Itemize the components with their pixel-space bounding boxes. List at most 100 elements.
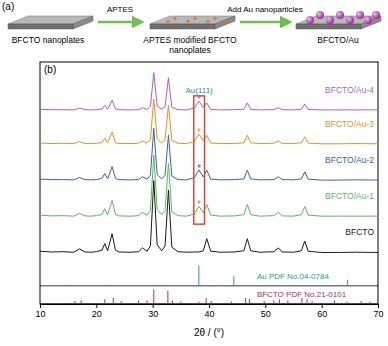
- plus-sign: [186, 20, 190, 24]
- x-tick-label: 20: [92, 309, 102, 319]
- reference-stick: [167, 291, 168, 304]
- peak-marker: *: [197, 163, 201, 174]
- reference-stick: [104, 299, 105, 304]
- nanoparticle: [316, 11, 324, 19]
- curve-label: BFCTO/Au-2: [325, 155, 374, 165]
- reference-stick: [198, 265, 199, 286]
- step-label-line: nanoplates: [169, 45, 211, 55]
- reference-stick: [233, 276, 234, 286]
- reference-stick: [153, 289, 154, 304]
- plate: [8, 16, 93, 29]
- x-tick-label: 70: [373, 309, 383, 319]
- plate-side: [215, 16, 235, 29]
- x-tick-mark: [378, 304, 379, 308]
- reference-stick: [113, 298, 114, 304]
- reference-stick: [347, 280, 348, 286]
- reference-stick: [279, 299, 280, 304]
- reference-stick: [198, 302, 199, 304]
- curve-label: BFCTO/Au-4: [325, 85, 374, 95]
- panel-b: Au(111)BFCTO*BFCTO/Au-1*BFCTO/Au-2*BFCTO…: [35, 62, 383, 338]
- nanoparticle: [356, 11, 364, 19]
- x-tick: 70: [373, 304, 383, 319]
- step-label: BFCTO/Au: [317, 35, 359, 45]
- x-axis-title: 2θ / (°): [194, 327, 224, 338]
- plot-frame: [40, 62, 378, 304]
- plus-sign: [193, 17, 197, 21]
- curve-label: BFCTO/Au-3: [325, 119, 374, 129]
- reference-stick: [264, 301, 265, 304]
- nanoparticle: [306, 16, 314, 24]
- reference-stick: [211, 301, 212, 304]
- plus-sign: [213, 17, 217, 21]
- nanoparticle: [364, 16, 372, 24]
- reference-baseline: [40, 304, 378, 305]
- arrow-label: Add Au nanoparticles: [227, 5, 303, 14]
- reference-stick: [74, 301, 75, 304]
- reference-stick: [347, 302, 348, 304]
- reference-stick: [361, 301, 362, 304]
- x-tick-mark: [153, 304, 154, 308]
- step-label-line: BFCTO nanoplates: [12, 35, 85, 45]
- xrd-curve: [40, 73, 378, 110]
- x-tick-label: 50: [261, 309, 271, 319]
- x-tick-label: 40: [204, 309, 214, 319]
- step-label: APTES modified BFCTOnanoplates: [143, 35, 237, 55]
- panel-label: (b): [44, 64, 56, 75]
- x-tick-mark: [209, 304, 210, 308]
- arrow: [98, 21, 142, 24]
- x-tick-mark: [265, 304, 266, 308]
- figure: (a)APTESAdd Au nanoparticlesBFCTO nanopl…: [0, 0, 388, 346]
- plate-side: [73, 16, 93, 29]
- plus-sign: [206, 20, 210, 24]
- plus-sign: [166, 20, 170, 24]
- highlight-box: [194, 96, 205, 224]
- x-tick: 30: [148, 304, 158, 319]
- reference-stick: [307, 299, 308, 304]
- reference-stick: [138, 300, 139, 304]
- x-tick: 10: [35, 304, 45, 319]
- peak-marker: *: [197, 94, 201, 105]
- reference-baseline: [40, 285, 378, 286]
- plate: [150, 16, 235, 29]
- reference-stick: [172, 300, 173, 304]
- reference-stick: [249, 299, 250, 304]
- nanoparticle: [336, 11, 344, 19]
- panel-label: (a): [2, 1, 14, 12]
- plate-front: [150, 24, 215, 29]
- reference-stick: [287, 300, 288, 304]
- x-tick: 60: [317, 304, 327, 319]
- nanoparticle: [326, 16, 334, 24]
- reference-stick: [273, 300, 274, 304]
- x-tick-mark: [96, 304, 97, 308]
- step-label-line: APTES modified BFCTO: [143, 35, 237, 45]
- nanoparticles: [306, 11, 380, 24]
- peak-marker: *: [197, 199, 201, 210]
- reference-stick: [370, 302, 371, 304]
- x-tick-mark: [40, 304, 41, 308]
- reference-stick: [245, 298, 246, 304]
- x-tick-label: 10: [35, 309, 45, 319]
- plus-sign: [223, 20, 227, 24]
- reference-stick: [147, 300, 148, 304]
- reference-label: BFCTO PDF No.21-0101: [257, 290, 347, 299]
- nanoparticle: [346, 16, 354, 24]
- reference-stick: [231, 302, 232, 304]
- panel-a: (a)APTESAdd Au nanoparticlesBFCTO nanopl…: [2, 1, 381, 55]
- step-label: BFCTO nanoplates: [12, 35, 85, 45]
- plus-signs: [166, 17, 227, 24]
- x-tick: 20: [92, 304, 102, 319]
- peak-marker: *: [197, 127, 201, 138]
- plot-marks: [40, 73, 378, 304]
- reference-label: Au PDF No.04-0784: [257, 272, 330, 281]
- xrd-curve: [40, 128, 378, 180]
- reference-stick: [312, 301, 313, 304]
- plot-texts: Au(111)BFCTO*BFCTO/Au-1*BFCTO/Au-2*BFCTO…: [44, 64, 374, 299]
- x-tick-mark: [322, 304, 323, 308]
- arrow: [240, 21, 290, 24]
- reference-stick: [121, 301, 122, 304]
- curve-label: BFCTO/Au-1: [325, 191, 374, 201]
- x-tick: 40: [204, 304, 214, 319]
- plus-sign: [173, 17, 177, 21]
- step-label-line: BFCTO/Au: [317, 35, 359, 45]
- reference-stick: [81, 300, 82, 304]
